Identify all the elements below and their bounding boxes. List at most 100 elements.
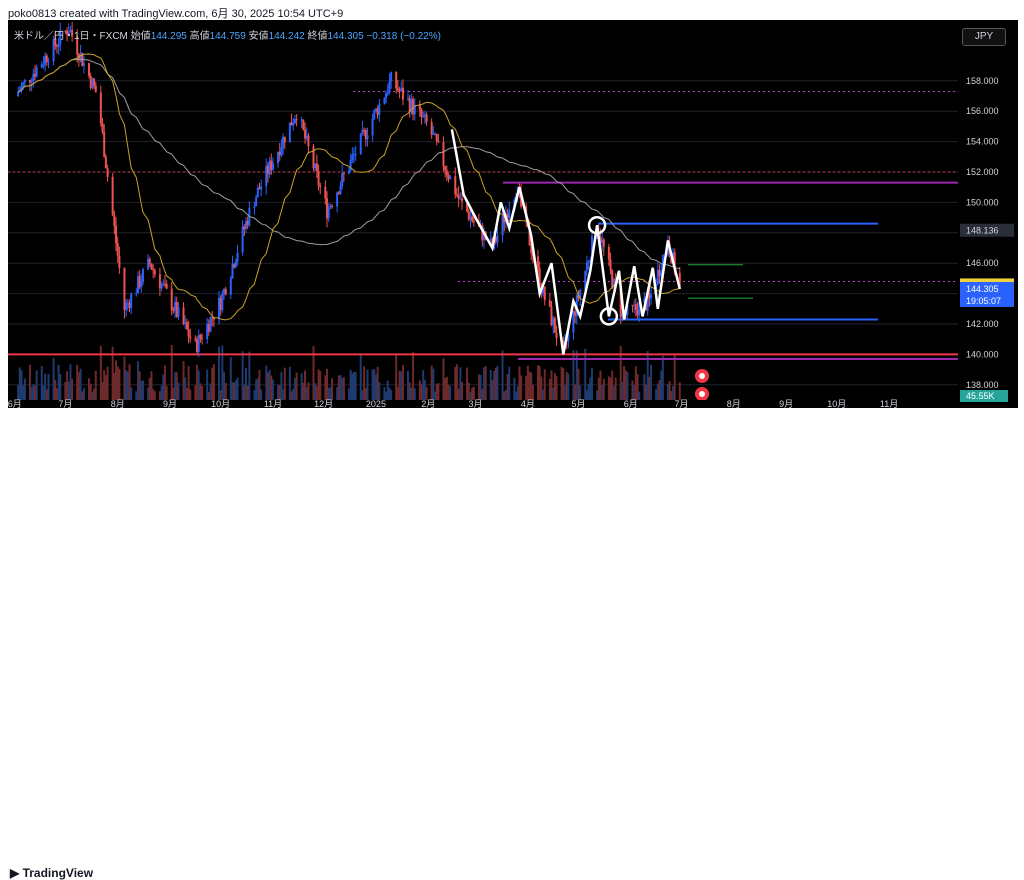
- volume-bar: [567, 373, 570, 400]
- candle-body: [28, 80, 31, 83]
- x-tick-label: 7月: [58, 399, 72, 408]
- candle-body: [88, 63, 91, 76]
- candle-body: [648, 293, 651, 299]
- candle-body: [336, 192, 339, 207]
- candle-body: [64, 30, 67, 32]
- volume-bar: [283, 367, 286, 400]
- volume-bar: [150, 371, 153, 400]
- volume-bar: [508, 366, 511, 400]
- candle-body: [260, 186, 263, 190]
- volume-bar: [353, 371, 356, 400]
- candle-body: [165, 284, 168, 289]
- volume-bar: [115, 360, 118, 400]
- volume-bar: [623, 366, 626, 400]
- y-tick-label: 146.000: [966, 258, 999, 268]
- candle-body: [373, 110, 376, 119]
- volume-bar: [361, 390, 364, 400]
- volume-bar: [212, 364, 215, 400]
- candle-body: [104, 156, 107, 169]
- volume-bar: [280, 371, 283, 400]
- candle-body: [116, 243, 119, 256]
- candle-body: [378, 103, 381, 115]
- candle-body: [501, 215, 504, 236]
- volume-bar: [359, 354, 362, 400]
- attribution-bar: poko0813 created with TradingView.com, 6…: [0, 0, 1024, 20]
- volume-bar: [76, 364, 79, 400]
- volume-bar: [650, 364, 653, 400]
- price-chart[interactable]: 158.000156.000154.000152.000150.000148.0…: [8, 20, 1018, 409]
- volume-bar: [374, 374, 377, 400]
- candle-body: [268, 160, 271, 175]
- y-tick-label: 156.000: [966, 106, 999, 116]
- volume-bar: [589, 377, 592, 400]
- candle-body: [376, 108, 379, 115]
- candle-body: [118, 255, 121, 269]
- volume-bar: [445, 376, 448, 400]
- candle-body: [174, 301, 177, 311]
- candle-body: [508, 210, 511, 218]
- volume-bar: [224, 382, 227, 400]
- candle-body: [20, 85, 23, 91]
- volume-bar: [327, 387, 330, 400]
- candle-body: [455, 194, 458, 196]
- candle-body: [153, 270, 156, 275]
- volume-bar: [555, 376, 558, 400]
- volume-bar: [302, 382, 305, 400]
- candle-body: [577, 295, 580, 299]
- volume-bar: [388, 387, 391, 400]
- candle-body: [236, 252, 239, 262]
- candle-body: [542, 286, 545, 294]
- candle-body: [481, 225, 484, 241]
- candle-body: [418, 104, 421, 110]
- volume-bar: [128, 364, 131, 400]
- candle-body: [326, 198, 329, 219]
- candle-body: [444, 166, 447, 171]
- volume-bar: [482, 367, 485, 400]
- candle-body: [435, 133, 438, 142]
- volume-bar: [277, 385, 280, 400]
- candle-body: [300, 119, 303, 121]
- candle-body: [579, 289, 582, 299]
- candle-body: [271, 163, 274, 170]
- candle-body: [371, 118, 374, 136]
- volume-bar: [400, 371, 403, 400]
- volume-bar: [661, 355, 664, 400]
- candle-body: [71, 30, 74, 37]
- volume-bar: [45, 389, 48, 400]
- candle-body: [574, 311, 577, 316]
- volume-bar: [601, 385, 604, 400]
- volume-bar: [528, 371, 531, 400]
- candle-body: [196, 339, 199, 352]
- candle-body: [678, 272, 681, 288]
- attribution-text: poko0813 created with TradingView.com, 6…: [8, 8, 344, 20]
- candle-body: [199, 334, 202, 339]
- candle-body: [32, 73, 35, 82]
- volume-bar: [349, 369, 352, 400]
- volume-bar: [248, 351, 251, 400]
- candle-body: [434, 133, 437, 135]
- chart-area[interactable]: 158.000156.000154.000152.000150.000148.0…: [8, 20, 1018, 409]
- volume-bar: [229, 357, 232, 400]
- candles: [17, 22, 681, 357]
- volume-bar: [172, 387, 175, 400]
- volume-bar: [435, 383, 438, 400]
- candle-body: [99, 92, 102, 124]
- volume-bar: [560, 366, 563, 400]
- volume-bar: [158, 391, 161, 400]
- volume-bar: [590, 367, 593, 400]
- volume-bar: [520, 375, 523, 400]
- volume-bar: [401, 364, 404, 400]
- candle-body: [536, 256, 539, 269]
- volume-bar: [638, 391, 641, 400]
- currency-button[interactable]: JPY: [962, 28, 1006, 46]
- volume-bar: [624, 370, 627, 400]
- symbol-label: 米ドル／円・1日・FXCM: [14, 31, 128, 42]
- volume-bar: [471, 387, 474, 400]
- candle-body: [130, 293, 133, 308]
- volume-bar: [163, 365, 166, 400]
- volume-bar: [196, 364, 199, 400]
- volume-bar: [385, 391, 388, 400]
- tradingview-logo[interactable]: ▶ TradingView: [10, 866, 93, 880]
- candle-body: [422, 116, 425, 118]
- candle-body: [45, 55, 48, 63]
